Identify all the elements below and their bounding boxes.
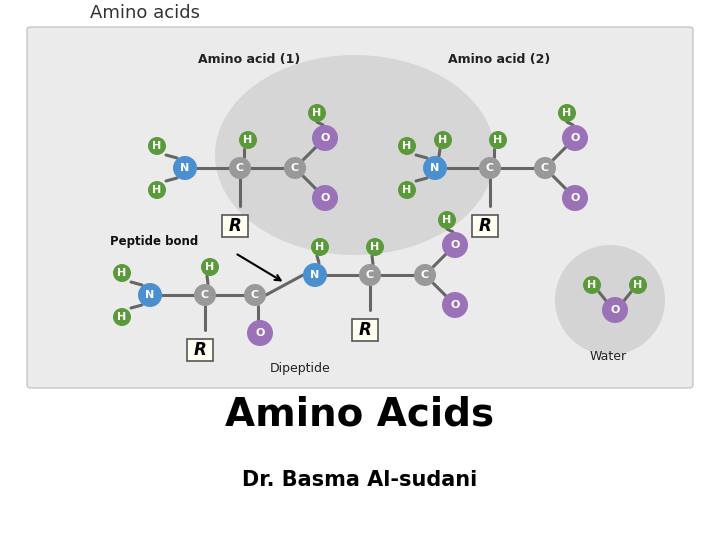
- FancyBboxPatch shape: [187, 339, 213, 361]
- Text: O: O: [611, 305, 620, 315]
- Text: O: O: [570, 193, 580, 203]
- Circle shape: [194, 284, 216, 306]
- Text: H: H: [117, 268, 127, 278]
- FancyBboxPatch shape: [352, 319, 378, 341]
- Text: R: R: [479, 217, 491, 235]
- Circle shape: [312, 125, 338, 151]
- Text: H: H: [438, 135, 448, 145]
- Circle shape: [244, 284, 266, 306]
- Circle shape: [398, 137, 416, 155]
- Circle shape: [312, 185, 338, 211]
- Text: N: N: [145, 290, 155, 300]
- Circle shape: [138, 283, 162, 307]
- Text: H: H: [243, 135, 253, 145]
- Text: H: H: [117, 312, 127, 322]
- Text: C: C: [251, 290, 259, 300]
- Circle shape: [366, 238, 384, 256]
- Text: Amino acids: Amino acids: [90, 4, 200, 22]
- Circle shape: [229, 157, 251, 179]
- Text: H: H: [442, 215, 451, 225]
- Text: N: N: [310, 270, 320, 280]
- Text: R: R: [359, 321, 372, 339]
- Text: Amino Acids: Amino Acids: [225, 396, 495, 434]
- Text: Dipeptide: Dipeptide: [270, 362, 330, 375]
- Circle shape: [442, 292, 468, 318]
- Circle shape: [113, 308, 131, 326]
- Circle shape: [479, 157, 501, 179]
- Circle shape: [438, 211, 456, 229]
- Circle shape: [489, 131, 507, 149]
- Circle shape: [562, 125, 588, 151]
- Circle shape: [558, 104, 576, 122]
- Text: C: C: [201, 290, 209, 300]
- Circle shape: [247, 320, 273, 346]
- Circle shape: [173, 156, 197, 180]
- Text: H: H: [402, 185, 412, 195]
- FancyBboxPatch shape: [472, 215, 498, 237]
- Circle shape: [308, 104, 326, 122]
- Circle shape: [201, 258, 219, 276]
- Circle shape: [398, 181, 416, 199]
- Circle shape: [434, 131, 452, 149]
- FancyBboxPatch shape: [27, 27, 693, 388]
- Text: Amino acid (1): Amino acid (1): [198, 53, 300, 66]
- Text: N: N: [431, 163, 440, 173]
- Text: R: R: [229, 217, 241, 235]
- Text: N: N: [181, 163, 189, 173]
- Text: H: H: [153, 185, 161, 195]
- Circle shape: [284, 157, 306, 179]
- Text: R: R: [194, 341, 207, 359]
- Text: H: H: [634, 280, 643, 290]
- Circle shape: [311, 238, 329, 256]
- Circle shape: [583, 276, 601, 294]
- Circle shape: [534, 157, 556, 179]
- Circle shape: [359, 264, 381, 286]
- Circle shape: [414, 264, 436, 286]
- Text: O: O: [320, 193, 330, 203]
- Circle shape: [602, 297, 628, 323]
- Text: C: C: [236, 163, 244, 173]
- Circle shape: [148, 137, 166, 155]
- Text: H: H: [312, 108, 322, 118]
- FancyBboxPatch shape: [222, 215, 248, 237]
- Circle shape: [239, 131, 257, 149]
- Text: O: O: [450, 240, 459, 250]
- Circle shape: [442, 232, 468, 258]
- Text: H: H: [205, 262, 215, 272]
- Text: H: H: [370, 242, 379, 252]
- Text: C: C: [291, 163, 299, 173]
- Text: C: C: [486, 163, 494, 173]
- Text: O: O: [450, 300, 459, 310]
- Circle shape: [423, 156, 447, 180]
- Ellipse shape: [215, 55, 495, 255]
- Text: O: O: [570, 133, 580, 143]
- Circle shape: [303, 263, 327, 287]
- Text: Dr. Basma Al-sudani: Dr. Basma Al-sudani: [243, 470, 477, 490]
- Circle shape: [113, 264, 131, 282]
- Text: H: H: [402, 141, 412, 151]
- Text: O: O: [256, 328, 265, 338]
- Text: H: H: [562, 108, 572, 118]
- Text: C: C: [541, 163, 549, 173]
- Text: C: C: [366, 270, 374, 280]
- Circle shape: [555, 245, 665, 355]
- Text: H: H: [315, 242, 325, 252]
- Circle shape: [148, 181, 166, 199]
- Text: H: H: [588, 280, 597, 290]
- Text: Peptide bond: Peptide bond: [110, 235, 198, 248]
- Circle shape: [562, 185, 588, 211]
- Circle shape: [629, 276, 647, 294]
- Text: Water: Water: [590, 350, 627, 363]
- Text: H: H: [493, 135, 503, 145]
- Text: O: O: [320, 133, 330, 143]
- Text: H: H: [153, 141, 161, 151]
- Text: Amino acid (2): Amino acid (2): [448, 53, 550, 66]
- Text: C: C: [421, 270, 429, 280]
